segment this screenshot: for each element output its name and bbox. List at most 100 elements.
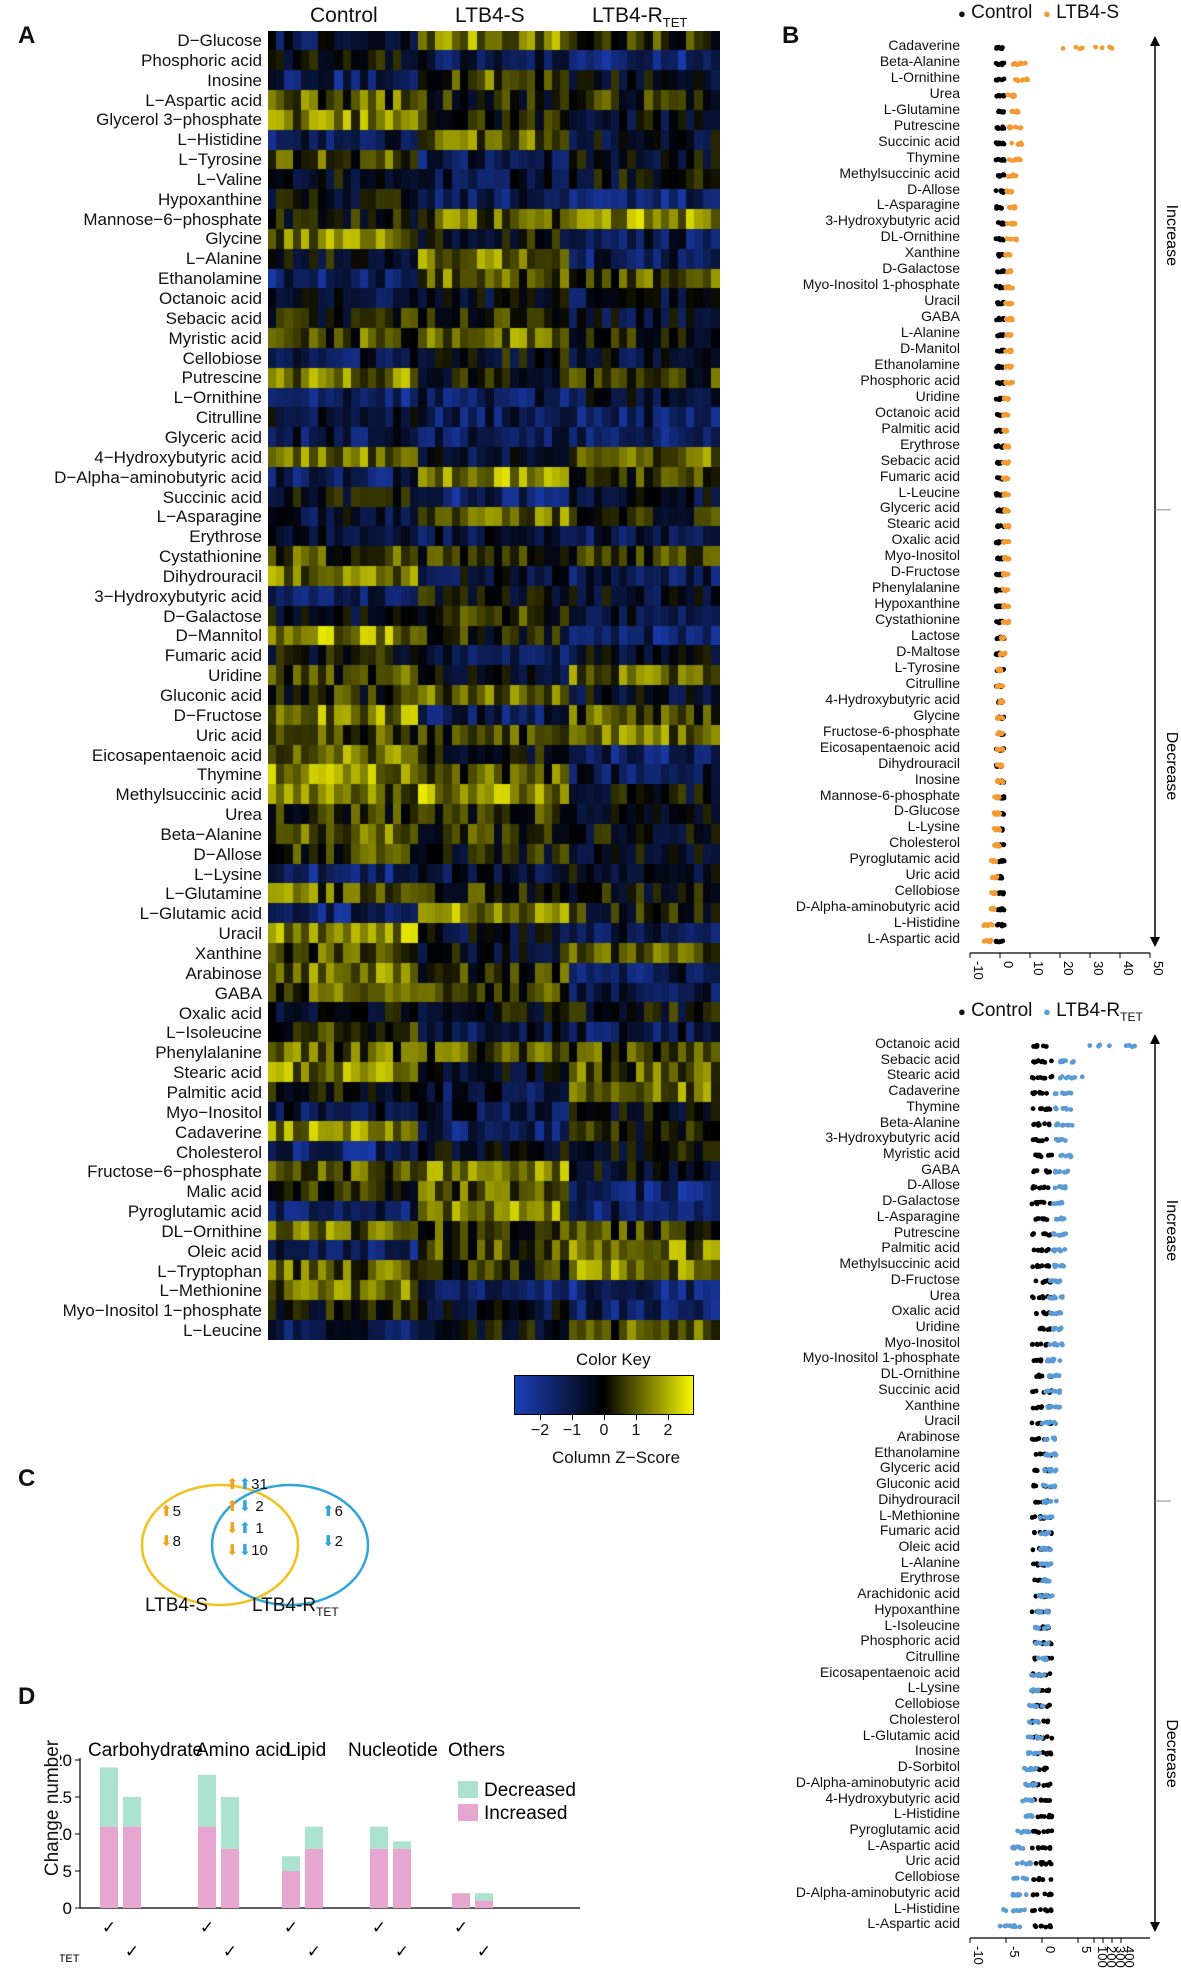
control-dot <box>1033 1499 1039 1505</box>
heatmap-row-label: Myo−Inositol <box>166 1102 262 1122</box>
treated-dot <box>1045 1358 1050 1364</box>
treated-dot <box>1022 1907 1027 1913</box>
panel-letter-a: A <box>18 22 36 49</box>
treated-dot <box>1043 1389 1049 1395</box>
heatmap-row-label: Ethanolamine <box>158 269 262 289</box>
heatmap-group-control: Control <box>310 4 378 27</box>
dot-row-label: Myristic acid <box>882 1145 960 1162</box>
heatmap-row-label: D−Alpha−aminobutyric acid <box>54 467 262 487</box>
dot-row-label: Uric acid <box>905 866 960 883</box>
panel-letter-d: D <box>18 1683 36 1710</box>
dot-bottom-legend: ● Control ● LTB4-RTET <box>958 1000 1143 1024</box>
dot-row-label: Methylsuccinic acid <box>839 1255 960 1272</box>
control-dot <box>1030 1232 1035 1238</box>
control-dot <box>998 109 1004 115</box>
control-dot <box>1049 1828 1055 1834</box>
control-dot <box>1044 1908 1050 1914</box>
treated-dot <box>1043 1437 1049 1442</box>
row-label-ltb4r-sub: TET <box>60 1953 80 1965</box>
bar-increased <box>370 1848 388 1908</box>
control-dot <box>1037 1264 1042 1269</box>
treated-dot <box>995 747 1000 752</box>
venn-right-down: ⬇2 <box>322 1533 343 1550</box>
treated-dot <box>1045 1624 1051 1630</box>
treated-dot <box>1007 204 1012 210</box>
heatmap-row-label: DL−Ornithine <box>161 1221 262 1241</box>
heatmap-row-label: Stearic acid <box>173 1063 262 1083</box>
heatmap-row-label: Oleic acid <box>187 1241 262 1261</box>
treated-dot <box>1038 1609 1044 1615</box>
heatmap-row-label: Gluconic acid <box>159 686 262 705</box>
treated-dot <box>1018 125 1024 131</box>
legend-decreased-label: Decreased <box>484 1780 576 1801</box>
dot-row-label: Fumaric acid <box>879 1522 960 1539</box>
treated-dot <box>1005 571 1011 577</box>
control-dot <box>994 460 1000 466</box>
control-dot <box>1033 1278 1039 1284</box>
control-dot <box>1000 140 1006 146</box>
treated-dot <box>1002 492 1008 498</box>
dot-row-label: Mannose-6-phosphate <box>819 786 960 803</box>
treated-dot <box>997 1923 1003 1929</box>
dot-row-label: Uridine <box>915 1317 960 1334</box>
x-tick-label: 400 <box>1122 1946 1137 1968</box>
treated-dot <box>1039 1546 1045 1552</box>
dot-row-label: L-Aspartic acid <box>867 930 960 947</box>
treated-dot <box>997 666 1003 672</box>
category-label: Lipid <box>286 1740 326 1761</box>
control-dot <box>997 61 1003 67</box>
dot-row-label: Xanthine <box>904 244 960 261</box>
treated-dot <box>999 731 1005 736</box>
control-dot <box>1038 1341 1044 1347</box>
treated-dot <box>1079 1074 1085 1080</box>
treated-dot <box>1055 1311 1060 1316</box>
dot-row-label: Cellobiose <box>894 882 960 899</box>
treated-dot <box>1060 1232 1066 1238</box>
treated-dot <box>995 715 1001 720</box>
treated-dot <box>1010 221 1016 227</box>
treated-dot <box>999 747 1005 752</box>
treated-dot <box>1028 1861 1034 1866</box>
heatmap-row-label: L−Lysine <box>194 864 262 884</box>
increase-label: Increase <box>1163 205 1180 266</box>
heatmap-row-label: L−Tyrosine <box>178 150 262 170</box>
dot-row-label: D-Galactose <box>882 260 960 277</box>
treated-dot <box>1008 364 1014 370</box>
control-dot <box>1033 1924 1039 1930</box>
treated-dot <box>1048 1547 1053 1553</box>
treated-dot <box>1038 1531 1044 1537</box>
treated-dot <box>1023 60 1028 66</box>
heatmap-row-label: Phosphoric acid <box>141 50 262 70</box>
treated-dot <box>1043 1483 1048 1489</box>
treated-dot <box>1001 395 1007 401</box>
color-key-tick-label: 0 <box>599 1422 609 1439</box>
treated-dot <box>1017 1924 1023 1930</box>
control-dot <box>1041 1766 1047 1772</box>
dot-row-label: Hypoxanthine <box>874 595 960 612</box>
control-dot <box>1031 1075 1036 1081</box>
treated-dot <box>1005 174 1011 179</box>
treated-dot <box>1015 1828 1020 1834</box>
treated-dot <box>1035 1734 1040 1740</box>
control-dot <box>994 317 999 323</box>
dot-row-label: L-Asparagine <box>876 1207 960 1224</box>
treated-dot <box>1040 1703 1046 1709</box>
treated-dot <box>1044 1608 1049 1614</box>
treated-dot <box>1002 588 1008 593</box>
control-dot <box>1000 237 1006 243</box>
control-dot <box>1030 1547 1036 1553</box>
treated-dot <box>1093 44 1098 50</box>
y-tick-label: 15 <box>60 1788 72 1807</box>
bar-decreased <box>100 1767 118 1827</box>
treated-dot <box>1127 1043 1132 1048</box>
control-dot <box>1047 1846 1053 1851</box>
control-dot <box>1029 1201 1035 1207</box>
control-dot <box>1047 1923 1053 1928</box>
dot-row-label: Uridine <box>915 387 960 404</box>
dot-row-label: DL-Ornithine <box>880 228 960 245</box>
treated-dot <box>1036 1687 1041 1693</box>
dot-row-label: Urea <box>929 84 960 101</box>
heatmap-row-label: Beta−Alanine <box>160 824 262 844</box>
treated-dot <box>1050 1247 1056 1253</box>
y-tick-label: 10 <box>60 1825 72 1844</box>
